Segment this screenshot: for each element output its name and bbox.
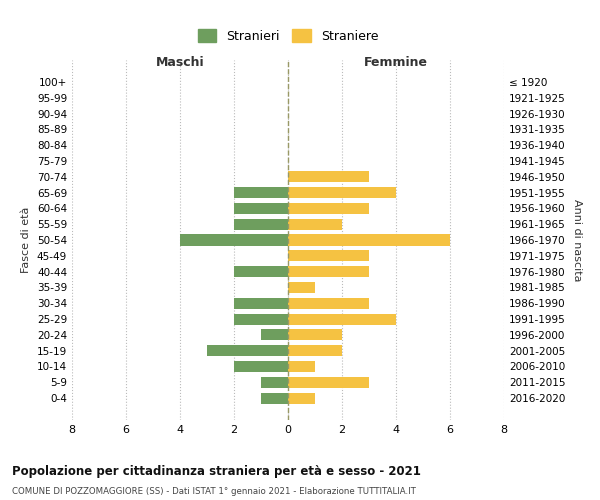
Bar xyxy=(288,392,315,404)
Bar xyxy=(234,203,288,214)
Bar xyxy=(180,234,288,246)
Bar xyxy=(234,266,288,277)
Bar xyxy=(288,187,396,198)
Text: Femmine: Femmine xyxy=(364,56,428,69)
Bar xyxy=(288,218,342,230)
Bar xyxy=(261,377,288,388)
Bar xyxy=(288,330,342,340)
Bar xyxy=(234,361,288,372)
Bar xyxy=(207,345,288,356)
Bar xyxy=(288,282,315,293)
Bar xyxy=(288,377,369,388)
Bar xyxy=(234,187,288,198)
Bar xyxy=(288,171,369,182)
Text: COMUNE DI POZZOMAGGIORE (SS) - Dati ISTAT 1° gennaio 2021 - Elaborazione TUTTITA: COMUNE DI POZZOMAGGIORE (SS) - Dati ISTA… xyxy=(12,488,416,496)
Bar xyxy=(261,330,288,340)
Bar xyxy=(288,361,315,372)
Bar xyxy=(288,234,450,246)
Bar xyxy=(288,203,369,214)
Bar xyxy=(288,345,342,356)
Bar xyxy=(234,218,288,230)
Y-axis label: Fasce di età: Fasce di età xyxy=(22,207,31,273)
Text: Maschi: Maschi xyxy=(155,56,205,69)
Bar xyxy=(288,298,369,309)
Y-axis label: Anni di nascita: Anni di nascita xyxy=(572,198,582,281)
Text: Popolazione per cittadinanza straniera per età e sesso - 2021: Popolazione per cittadinanza straniera p… xyxy=(12,465,421,478)
Bar xyxy=(288,266,369,277)
Bar xyxy=(288,250,369,262)
Bar xyxy=(234,314,288,324)
Legend: Stranieri, Straniere: Stranieri, Straniere xyxy=(191,23,385,49)
Bar xyxy=(234,298,288,309)
Bar xyxy=(261,392,288,404)
Bar xyxy=(288,314,396,324)
